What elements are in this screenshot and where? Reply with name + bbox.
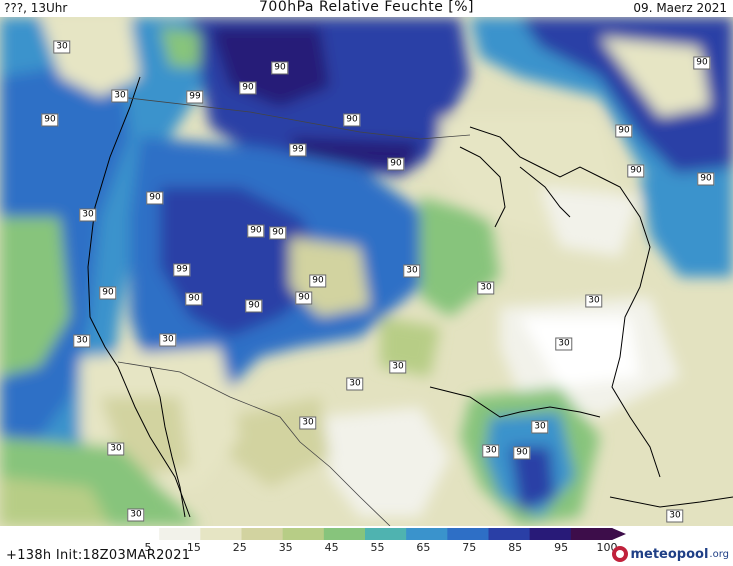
contour-label: 90 [387,157,405,171]
contour-label: 30 [666,509,684,523]
legend-tick-label: 5 [144,541,152,554]
brand-suffix: .org [709,548,729,560]
contour-label: 30 [346,377,364,391]
borders [117,96,471,526]
contour-label: 90 [185,292,203,306]
legend-arrow-icon [612,528,626,540]
legend-swatch [323,528,366,540]
legend-tick-label: 55 [370,541,385,554]
contour-label: 30 [299,416,317,430]
contour-label: 30 [79,208,97,222]
legend-swatch [200,528,242,540]
meteopool-icon [612,546,629,562]
contour-label: 90 [627,164,645,178]
contour-label: 30 [531,420,549,434]
legend-swatch [406,528,448,540]
legend-swatch [488,528,531,540]
brand-logo[interactable]: meteopool .org [612,544,729,564]
legend-tick-label: 85 [508,541,523,554]
legend-tick-label: 45 [324,541,339,554]
contour-label: 30 [159,333,177,347]
contour-label: 90 [693,56,711,70]
contour-label: 90 [247,224,265,238]
contour-label: 90 [295,291,313,305]
contour-label: 30 [111,89,129,103]
contour-label: 30 [403,264,421,278]
legend-tick-label: 35 [278,541,293,554]
forecast-time-label: ???, 13Uhr [4,1,68,15]
contour-label: 90 [269,226,287,240]
legend-tick-label: 95 [554,541,569,554]
legend-tick-label: 65 [416,541,431,554]
contour-label: 30 [107,442,125,456]
contour-label: 90 [99,286,117,300]
contour-label: 90 [615,124,633,138]
contour-label: 90 [146,191,164,205]
contour-label: 30 [73,334,91,348]
contour-label: 90 [513,446,531,460]
contour-label: 30 [585,294,603,308]
contour-label: 99 [173,263,191,277]
contour-label: 90 [271,61,289,75]
legend-tick-label: 75 [462,541,477,554]
contour-label: 30 [389,360,407,374]
contour-label: 30 [127,508,145,522]
contour-label: 90 [309,274,327,288]
contour-label: 30 [53,40,71,54]
legend-swatch [241,528,284,540]
legend-swatch [365,528,407,540]
legend-swatch [570,528,613,540]
contour-label: 30 [482,444,500,458]
legend-tick-label: 100 [596,541,618,554]
humidity-field [0,17,733,526]
contour-label: 90 [245,299,263,313]
legend-swatch [447,528,489,540]
contour-label: 90 [239,81,257,95]
map-title: 700hPa Relative Feuchte [%] [259,0,474,15]
legend-swatches [118,528,626,540]
legend-swatch [159,528,201,540]
color-legend [0,526,733,566]
contour-label: 90 [343,113,361,127]
contour-label: 30 [555,337,573,351]
contour-label: 99 [289,143,307,157]
contour-label: 90 [697,172,715,186]
legend-swatch [118,528,160,540]
humidity-map [0,17,733,526]
coastlines [87,76,733,518]
legend-tick-label: 15 [186,541,201,554]
legend-swatch [529,528,572,540]
forecast-date-label: 09. Maerz 2021 [633,1,727,15]
legend-swatch [282,528,325,540]
brand-name: meteopool [630,546,709,562]
contour-label: 99 [186,90,204,104]
legend-tick-label: 25 [232,541,247,554]
model-run-label: +138h Init:18Z03MAR2021 [6,548,191,563]
contour-label: 30 [477,281,495,295]
contour-label: 90 [41,113,59,127]
